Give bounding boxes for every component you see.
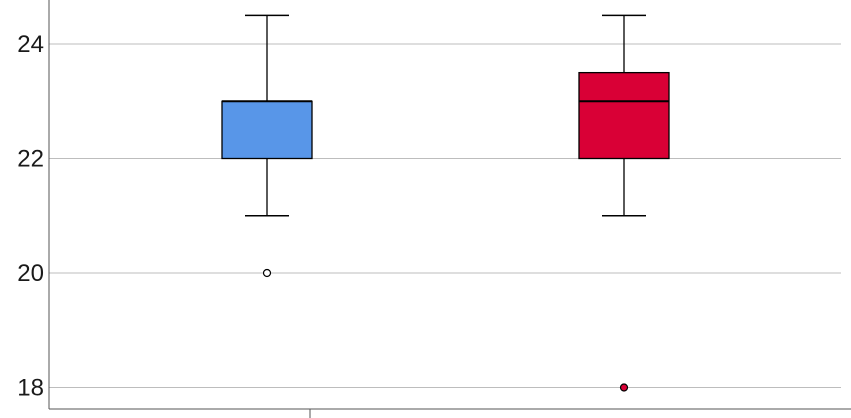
iqr-box: [221, 100, 313, 160]
outlier-point: [262, 268, 272, 278]
outlier-point: [619, 383, 629, 392]
boxes: [221, 14, 670, 392]
y-tick-label: 18: [17, 375, 44, 402]
box-group: [221, 14, 313, 278]
y-tick-label: 20: [17, 260, 44, 287]
iqr-box: [578, 71, 670, 160]
y-tick-label: 24: [17, 31, 44, 58]
box-group: [578, 14, 670, 392]
gridlines: [49, 43, 841, 388]
axes: [48, 0, 851, 418]
y-tick-label: 22: [17, 146, 44, 173]
y-tick-labels: 18 20 22 24: [17, 31, 44, 402]
